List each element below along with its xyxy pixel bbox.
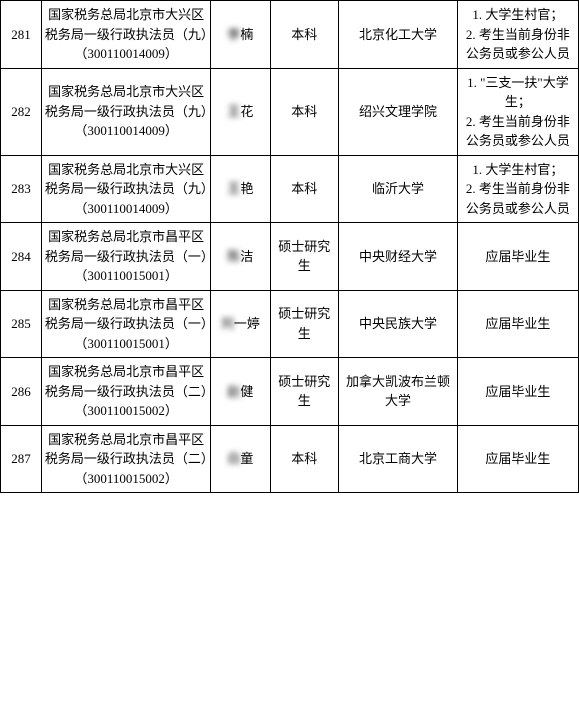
row-name: 赵健 xyxy=(211,358,270,426)
row-education: 本科 xyxy=(270,1,339,69)
row-position: 国家税务总局北京市昌平区税务局一级行政执法员（一）（300110015001） xyxy=(42,290,211,358)
name-suffix: 一婷 xyxy=(234,316,260,331)
row-school: 北京化工大学 xyxy=(339,1,458,69)
row-position: 国家税务总局北京市昌平区税务局一级行政执法员（一）（300110015001） xyxy=(42,223,211,291)
name-prefix-redacted: 赵 xyxy=(227,382,240,402)
row-education: 本科 xyxy=(270,68,339,155)
row-status: 应届毕业生 xyxy=(457,223,578,291)
row-position: 国家税务总局北京市大兴区税务局一级行政执法员（九）（300110014009） xyxy=(42,1,211,69)
row-school: 中央财经大学 xyxy=(339,223,458,291)
name-suffix: 童 xyxy=(240,451,253,466)
row-position: 国家税务总局北京市昌平区税务局一级行政执法员（二）（300110015002） xyxy=(42,358,211,426)
row-position: 国家税务总局北京市大兴区税务局一级行政执法员（九）（300110014009） xyxy=(42,68,211,155)
name-suffix: 楠 xyxy=(240,27,253,42)
row-education: 硕士研究生 xyxy=(270,358,339,426)
name-prefix-redacted: 陈 xyxy=(227,247,240,267)
row-status: 1. "三支一扶"大学生； 2. 考生当前身份非公务员或参公人员 xyxy=(457,68,578,155)
row-education: 本科 xyxy=(270,425,339,493)
row-name: 王花 xyxy=(211,68,270,155)
row-status: 应届毕业生 xyxy=(457,290,578,358)
table-row: 284国家税务总局北京市昌平区税务局一级行政执法员（一）（30011001500… xyxy=(1,223,579,291)
name-prefix-redacted: 王 xyxy=(227,102,240,122)
name-suffix: 艳 xyxy=(240,181,253,196)
name-prefix-redacted: 白 xyxy=(227,449,240,469)
row-education: 硕士研究生 xyxy=(270,290,339,358)
row-name: 李楠 xyxy=(211,1,270,69)
row-education: 硕士研究生 xyxy=(270,223,339,291)
row-status: 应届毕业生 xyxy=(457,425,578,493)
row-school: 加拿大凯波布兰顿大学 xyxy=(339,358,458,426)
name-suffix: 洁 xyxy=(240,249,253,264)
row-index: 283 xyxy=(1,155,42,223)
row-index: 284 xyxy=(1,223,42,291)
table-row: 287国家税务总局北京市昌平区税务局一级行政执法员（二）（30011001500… xyxy=(1,425,579,493)
table-row: 285国家税务总局北京市昌平区税务局一级行政执法员（一）（30011001500… xyxy=(1,290,579,358)
row-position: 国家税务总局北京市大兴区税务局一级行政执法员（九）（300110014009） xyxy=(42,155,211,223)
table-row: 282国家税务总局北京市大兴区税务局一级行政执法员（九）（30011001400… xyxy=(1,68,579,155)
row-index: 285 xyxy=(1,290,42,358)
table-row: 283国家税务总局北京市大兴区税务局一级行政执法员（九）（30011001400… xyxy=(1,155,579,223)
row-index: 281 xyxy=(1,1,42,69)
name-prefix-redacted: 李 xyxy=(227,25,240,45)
row-index: 287 xyxy=(1,425,42,493)
row-name: 王艳 xyxy=(211,155,270,223)
row-school: 绍兴文理学院 xyxy=(339,68,458,155)
name-prefix-redacted: 王 xyxy=(227,179,240,199)
name-prefix-redacted: 刘 xyxy=(221,314,234,334)
row-index: 286 xyxy=(1,358,42,426)
row-index: 282 xyxy=(1,68,42,155)
name-suffix: 花 xyxy=(240,104,253,119)
row-status: 1. 大学生村官； 2. 考生当前身份非公务员或参公人员 xyxy=(457,1,578,69)
table-row: 281国家税务总局北京市大兴区税务局一级行政执法员（九）（30011001400… xyxy=(1,1,579,69)
row-position: 国家税务总局北京市昌平区税务局一级行政执法员（二）（300110015002） xyxy=(42,425,211,493)
row-education: 本科 xyxy=(270,155,339,223)
row-status: 应届毕业生 xyxy=(457,358,578,426)
row-name: 陈洁 xyxy=(211,223,270,291)
name-suffix: 健 xyxy=(240,384,253,399)
row-school: 中央民族大学 xyxy=(339,290,458,358)
row-school: 临沂大学 xyxy=(339,155,458,223)
candidate-table: 281国家税务总局北京市大兴区税务局一级行政执法员（九）（30011001400… xyxy=(0,0,579,493)
row-name: 白童 xyxy=(211,425,270,493)
row-school: 北京工商大学 xyxy=(339,425,458,493)
row-name: 刘一婷 xyxy=(211,290,270,358)
table-row: 286国家税务总局北京市昌平区税务局一级行政执法员（二）（30011001500… xyxy=(1,358,579,426)
row-status: 1. 大学生村官； 2. 考生当前身份非公务员或参公人员 xyxy=(457,155,578,223)
